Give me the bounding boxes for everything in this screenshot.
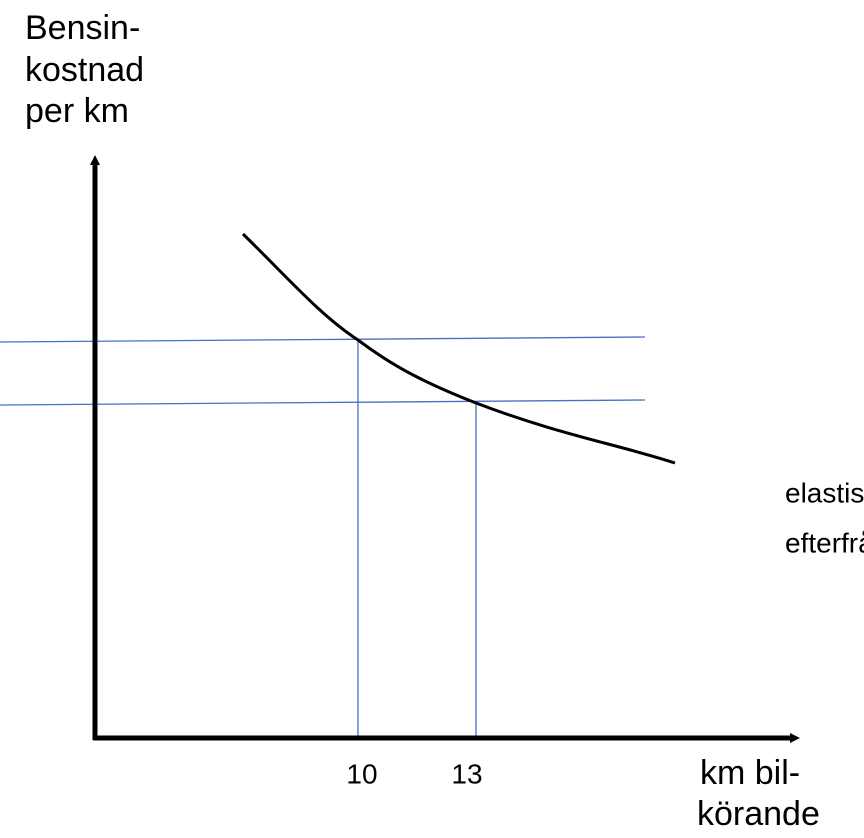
demand-curve [241, 232, 676, 465]
x-axis-label: körande [697, 795, 820, 833]
y-axis-label: Bensin- [25, 9, 140, 47]
price-line-low [0, 399, 646, 406]
x-marker-label: 13 [451, 758, 482, 789]
curve-label: efterfrågan [785, 527, 864, 558]
y-axis-label: per km [25, 92, 129, 130]
x-axis-label: km bil- [700, 754, 800, 792]
curve-label: elastisk [785, 477, 864, 508]
y-axis-label: kostnad [25, 51, 144, 89]
x-marker-label: 10 [346, 758, 377, 789]
price-line-high [0, 336, 646, 343]
